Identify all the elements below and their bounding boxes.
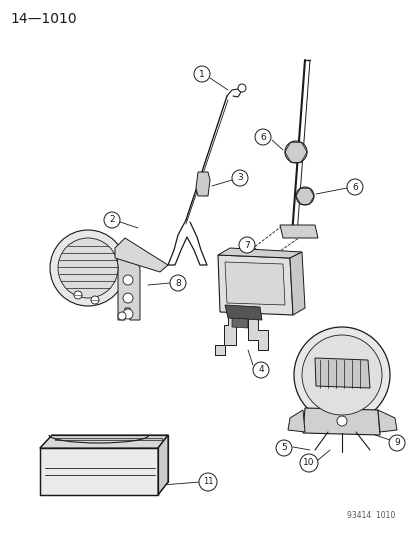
Text: 2: 2 — [109, 215, 114, 224]
Polygon shape — [40, 448, 158, 495]
Polygon shape — [224, 305, 261, 320]
Polygon shape — [279, 225, 317, 238]
Polygon shape — [224, 262, 284, 305]
Text: 93414  1010: 93414 1010 — [346, 511, 394, 520]
Polygon shape — [287, 410, 304, 432]
Circle shape — [194, 66, 209, 82]
Circle shape — [170, 275, 185, 291]
Circle shape — [336, 416, 346, 426]
Circle shape — [254, 129, 271, 145]
Circle shape — [104, 212, 120, 228]
Circle shape — [123, 275, 133, 285]
Text: 3: 3 — [237, 174, 242, 182]
Polygon shape — [302, 408, 379, 435]
Polygon shape — [55, 438, 161, 440]
Polygon shape — [314, 358, 369, 388]
Circle shape — [301, 335, 381, 415]
Circle shape — [58, 238, 118, 298]
Polygon shape — [115, 238, 168, 272]
Circle shape — [299, 454, 317, 472]
Polygon shape — [117, 258, 140, 320]
Text: 5: 5 — [280, 443, 286, 453]
Circle shape — [293, 327, 389, 423]
Polygon shape — [158, 435, 168, 495]
Circle shape — [199, 473, 216, 491]
Polygon shape — [231, 318, 247, 328]
Text: 4: 4 — [258, 366, 263, 375]
Circle shape — [91, 296, 99, 304]
Circle shape — [118, 312, 126, 320]
Circle shape — [123, 309, 133, 319]
Text: 14—1010: 14—1010 — [10, 12, 76, 26]
Circle shape — [295, 187, 313, 205]
Text: 11: 11 — [202, 478, 213, 487]
Text: 8: 8 — [175, 279, 180, 287]
Polygon shape — [214, 315, 235, 355]
Circle shape — [238, 237, 254, 253]
Circle shape — [123, 293, 133, 303]
Circle shape — [284, 141, 306, 163]
Polygon shape — [247, 316, 267, 350]
Polygon shape — [218, 248, 301, 258]
Polygon shape — [195, 172, 209, 196]
Polygon shape — [218, 255, 292, 315]
Text: 6: 6 — [259, 133, 265, 141]
Circle shape — [346, 179, 362, 195]
Circle shape — [231, 170, 247, 186]
Polygon shape — [40, 435, 168, 448]
Text: 1: 1 — [199, 69, 204, 78]
Circle shape — [275, 440, 291, 456]
Circle shape — [237, 84, 245, 92]
Text: 10: 10 — [302, 458, 314, 467]
Text: 7: 7 — [244, 240, 249, 249]
Circle shape — [252, 362, 268, 378]
Text: 6: 6 — [351, 182, 357, 191]
Polygon shape — [377, 410, 396, 432]
Text: 9: 9 — [393, 439, 399, 448]
Circle shape — [388, 435, 404, 451]
Circle shape — [74, 291, 82, 299]
Circle shape — [50, 230, 126, 306]
Polygon shape — [289, 252, 304, 315]
